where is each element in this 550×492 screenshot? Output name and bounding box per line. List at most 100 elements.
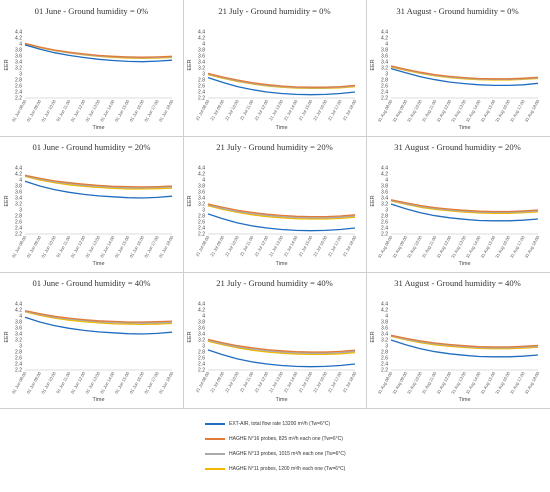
y-tick-label: 3.8 bbox=[198, 320, 205, 326]
x-tick-label: 21 Jul 14:00 bbox=[283, 234, 299, 257]
series-line bbox=[24, 310, 173, 324]
x-tick-label: 21 Jul 15:00 bbox=[298, 370, 314, 393]
y-tick-label: 3 bbox=[19, 344, 22, 350]
y-tick-label: 4.2 bbox=[198, 308, 205, 314]
y-tick-label: 3.8 bbox=[381, 48, 388, 54]
x-tick-label: 21 Jul 10:00 bbox=[224, 370, 240, 393]
y-tick-label: 2.8 bbox=[15, 78, 22, 84]
y-tick-label: 4.2 bbox=[15, 308, 22, 314]
y-tick-label: 2.2 bbox=[198, 232, 205, 238]
grid-separator bbox=[183, 0, 184, 408]
x-axis-label: Time bbox=[275, 261, 287, 267]
y-tick-label: 3.4 bbox=[198, 332, 205, 338]
y-axis-label: EER bbox=[187, 331, 193, 342]
series-line bbox=[207, 338, 356, 353]
chart-plot: 2.22.42.62.833.23.43.63.844.24.4 EER 01 Ju… bbox=[4, 166, 175, 267]
y-tick-label: 3.6 bbox=[198, 326, 205, 332]
y-tick-label: 4 bbox=[202, 42, 205, 48]
x-axis-label: Time bbox=[275, 125, 287, 131]
chart-panel: 31 August - Ground humidity = 0% 2.2 2.4 2.… bbox=[366, 0, 549, 136]
y-axis-label: EER bbox=[4, 195, 10, 206]
y-tick-label: 2.2 bbox=[15, 232, 22, 238]
chart-plot: 2.22.42.62.833.23.43.63.844.24.4 EER 01 Ju… bbox=[4, 302, 175, 403]
x-tick-label: 21 Jul 14:00 bbox=[283, 98, 299, 121]
y-tick-label: 4.2 bbox=[198, 172, 205, 178]
y-tick-label: 2.6 bbox=[381, 220, 388, 226]
y-tick-label: 4.4 bbox=[15, 302, 22, 308]
y-tick-label: 4.2 bbox=[198, 36, 205, 42]
x-tick-label: 01 Jun 18:00 bbox=[158, 98, 175, 122]
series-line bbox=[390, 199, 539, 213]
series-line bbox=[390, 339, 539, 358]
x-tick-label: 21 Jul 15:00 bbox=[298, 234, 314, 257]
x-tick-label: 21 Jul 15:00 bbox=[298, 98, 314, 121]
x-tick-label: 21 Jul 10:00 bbox=[224, 98, 240, 121]
chart-plot: 2.22.42.62.833.23.43.63.844.24.4 EER 31 Au… bbox=[370, 166, 541, 267]
y-tick-label: 2.4 bbox=[198, 226, 205, 232]
y-tick-label: 3.2 bbox=[15, 338, 22, 344]
y-tick-label: 4 bbox=[19, 42, 22, 48]
series-line bbox=[24, 175, 173, 190]
y-tick-label: 3.4 bbox=[381, 332, 388, 338]
chart-title: 21 July - Ground humidity = 0% bbox=[218, 6, 331, 16]
y-tick-label: 2.8 bbox=[15, 350, 22, 356]
y-axis-label: EER bbox=[370, 59, 376, 70]
y-tick-label: 3.8 bbox=[15, 48, 22, 54]
y-tick-label: 4 bbox=[385, 178, 388, 184]
chart-title: 31 August - Ground humidity = 20% bbox=[394, 142, 521, 152]
y-tick-label: 2.8 bbox=[381, 350, 388, 356]
chart-plot: 2.22.42.62.833.23.43.63.844.24.4 EER 31 Au… bbox=[370, 302, 541, 403]
series-line bbox=[207, 340, 356, 356]
y-tick-label: 3.2 bbox=[15, 202, 22, 208]
y-tick-label: 2.2 bbox=[198, 368, 205, 374]
y-tick-label: 4.4 bbox=[381, 30, 388, 36]
series-line bbox=[390, 334, 539, 348]
legend-swatch bbox=[205, 438, 225, 440]
y-tick-label: 2.6 bbox=[381, 356, 388, 362]
series-line bbox=[390, 67, 539, 87]
chart-panel: 21 July - Ground humidity = 0% 2.2 2.4 2.6 2… bbox=[183, 0, 366, 136]
y-tick-label: 2.4 bbox=[381, 226, 388, 232]
series-line bbox=[24, 180, 173, 199]
y-tick-label: 2.6 bbox=[198, 84, 205, 90]
legend-item: HAGHE N°11 probes, 1200 m³/h each one (T… bbox=[205, 462, 405, 477]
x-tick-label: 21 Jul 11:00 bbox=[239, 98, 255, 121]
chart-title: 21 July - Ground humidity = 40% bbox=[216, 278, 333, 288]
x-tick-label: 21 Jul 11:00 bbox=[239, 370, 255, 393]
series-line bbox=[24, 44, 173, 63]
x-axis-label: Time bbox=[458, 125, 470, 131]
y-tick-label: 2.8 bbox=[198, 350, 205, 356]
series-line bbox=[24, 175, 173, 189]
y-tick-label: 3.2 bbox=[198, 338, 205, 344]
series-line bbox=[207, 205, 356, 220]
y-tick-label: 4.2 bbox=[15, 172, 22, 178]
x-tick-label: 21 Jul 09:00 bbox=[209, 370, 225, 393]
chart-panel: 01 June - Ground humidity = 0% 2.2 2.4 2.6 2… bbox=[0, 0, 183, 136]
y-tick-label: 3.4 bbox=[381, 60, 388, 66]
y-tick-label: 2.2 bbox=[381, 96, 388, 102]
y-tick-label: 3.8 bbox=[198, 184, 205, 190]
y-axis-label: EER bbox=[187, 59, 193, 70]
x-tick-label: 21 Jul 18:00 bbox=[342, 98, 358, 121]
y-tick-label: 3.2 bbox=[381, 202, 388, 208]
series-line bbox=[24, 309, 173, 323]
y-tick-label: 2.6 bbox=[198, 220, 205, 226]
x-tick-label: 21 Jul 18:00 bbox=[342, 370, 358, 393]
series-line bbox=[207, 349, 356, 368]
y-tick-label: 3.6 bbox=[15, 54, 22, 60]
series-line bbox=[390, 65, 539, 80]
x-tick-label: 21 Jul 09:00 bbox=[209, 98, 225, 121]
x-tick-label: 21 Jul 16:00 bbox=[312, 98, 328, 121]
y-tick-label: 3.6 bbox=[381, 54, 388, 60]
y-axis-label: EER bbox=[370, 331, 376, 342]
y-tick-label: 4 bbox=[19, 314, 22, 320]
y-tick-label: 3.4 bbox=[15, 332, 22, 338]
chart-plot: 2.22.42.62.833.23.43.63.844.24.4 EER 21 Ju… bbox=[187, 30, 358, 131]
y-tick-label: 3 bbox=[385, 72, 388, 78]
y-tick-label: 4 bbox=[19, 178, 22, 184]
x-tick-label: 31 Aug 18:00 bbox=[524, 370, 541, 394]
chart-title: 01 June - Ground humidity = 20% bbox=[32, 142, 151, 152]
x-axis-label: Time bbox=[92, 397, 104, 403]
chart-panel: 21 July - Ground humidity = 20% 2.2 2.4 2.6… bbox=[183, 136, 366, 272]
y-tick-label: 4.2 bbox=[381, 308, 388, 314]
